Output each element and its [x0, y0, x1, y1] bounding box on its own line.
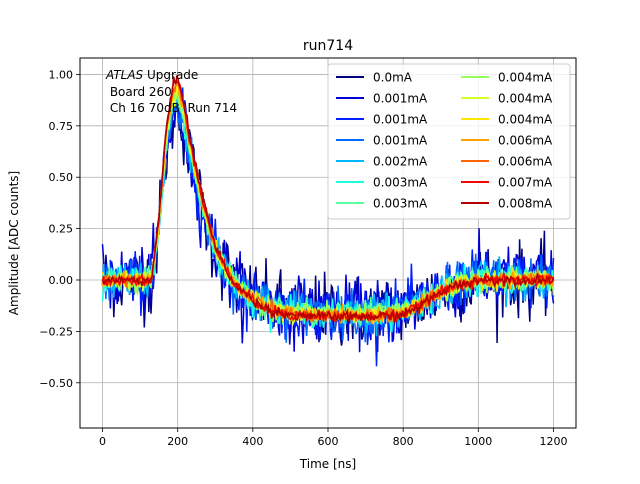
y-tick-label: 1.00 [49, 68, 74, 81]
y-tick-label: −0.25 [39, 325, 73, 338]
y-tick-label: 0.25 [49, 223, 74, 236]
annotation-upgrade: Upgrade [143, 68, 198, 82]
x-tick-label: 1200 [539, 435, 567, 448]
axes: 0 200 400 600 800 1000 1200 −0.50 −0.25 0.00 0.25 0… [39, 57, 577, 448]
y-tick-label: −0.50 [39, 377, 73, 390]
legend-label: 0.004mA [498, 113, 553, 127]
series-lines [101, 75, 555, 367]
atlas-annotation: ATLAS Upgrade Board 260 Ch 16 70dB Run 7… [105, 68, 237, 115]
legend-label: 0.001mA [373, 134, 428, 148]
x-tick-label: 0 [99, 435, 106, 448]
x-tick-label: 200 [167, 435, 188, 448]
y-tick-label: 0.50 [49, 171, 74, 184]
x-axis-label: Time [ns] [299, 457, 356, 471]
annotation-channel-run: Ch 16 70dB Run 714 [106, 101, 237, 115]
legend-label: 0.001mA [373, 113, 428, 127]
series-line [101, 75, 555, 325]
svg-text:ATLAS Upgrade: ATLAS Upgrade [105, 68, 198, 82]
y-tick-label: 0.00 [49, 274, 74, 287]
x-tick-label: 1000 [464, 435, 492, 448]
x-tick-label: 600 [318, 435, 339, 448]
legend-label: 0.003mA [373, 176, 428, 190]
legend-label: 0.007mA [498, 176, 553, 190]
legend-label: 0.004mA [498, 92, 553, 106]
legend-box [327, 63, 571, 220]
x-tick-label: 400 [242, 435, 263, 448]
y-tick-label: 0.75 [49, 120, 74, 133]
legend-label: 0.001mA [373, 92, 428, 106]
legend-label: 0.006mA [498, 134, 553, 148]
annotation-italic: ATLAS [105, 68, 144, 82]
legend-label: 0.003mA [373, 197, 428, 211]
annotation-board: Board 260 [106, 85, 172, 99]
legend-label: 0.002mA [373, 155, 428, 169]
chart-title: run714 [303, 38, 353, 54]
legend-label: 0.006mA [498, 155, 553, 169]
legend-label: 0.008mA [498, 197, 553, 211]
legend: 0.0mA 0.001mA 0.001mA 0.001mA 0.002mA 0.003mA… [327, 63, 571, 220]
x-tick-label: 800 [393, 435, 414, 448]
legend-label: 0.0mA [373, 71, 413, 85]
plot-area [101, 75, 555, 367]
y-axis-label: Amplitude [ADC counts] [7, 171, 21, 315]
legend-label: 0.004mA [498, 71, 553, 85]
